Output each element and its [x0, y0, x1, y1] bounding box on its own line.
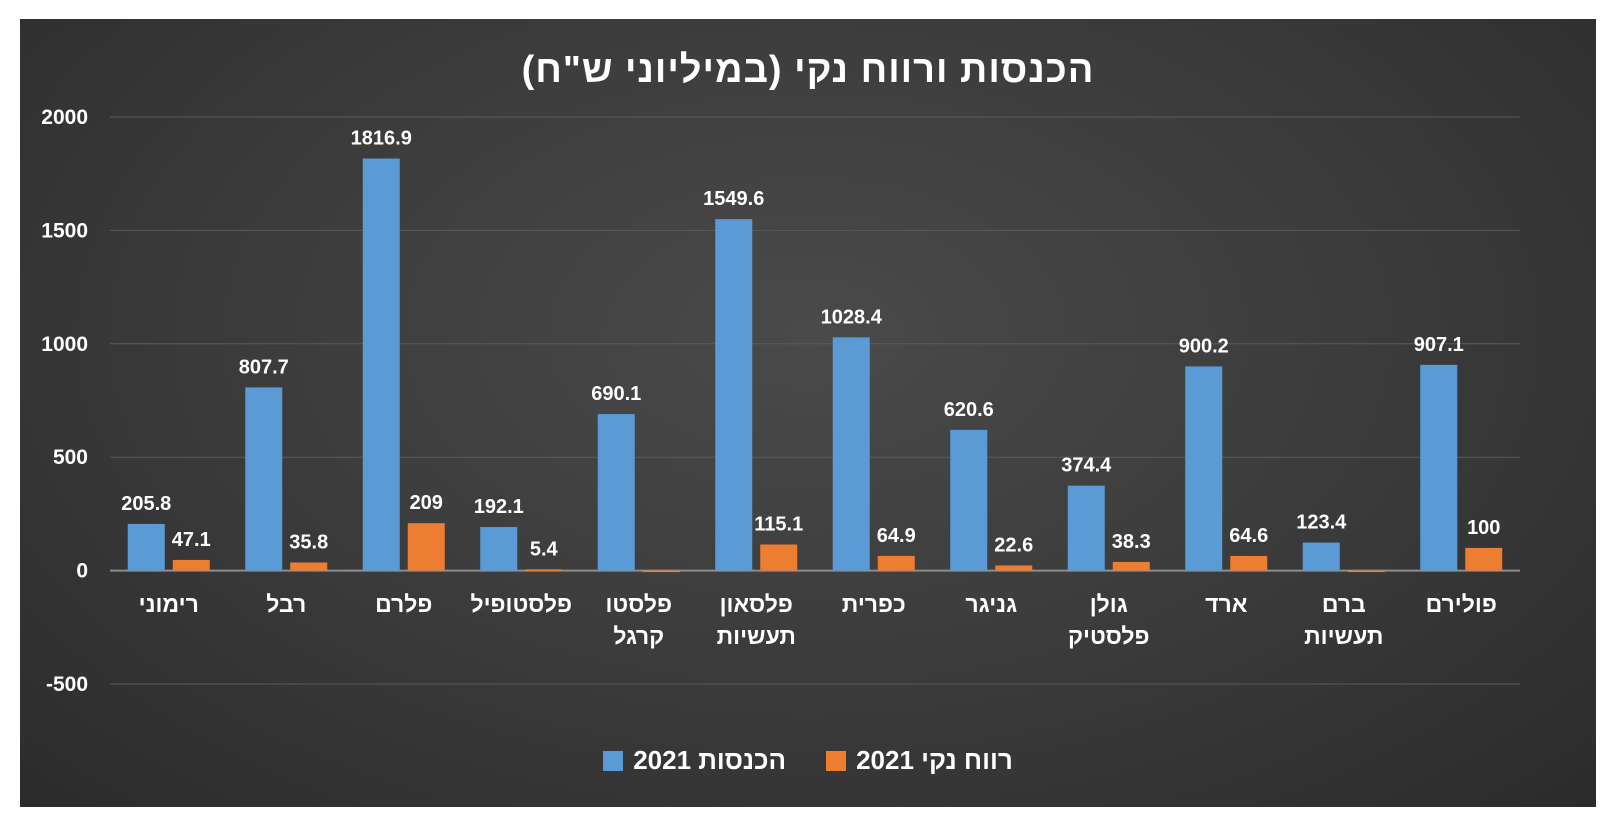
legend-label-series-2: רווח נקי 2021 — [856, 745, 1013, 775]
bar-series-1 — [1067, 485, 1105, 571]
y-tick-label: -500 — [46, 673, 88, 696]
bar-series-2 — [290, 562, 328, 571]
category-label: רימוני — [139, 591, 199, 617]
category-label: פלסאון — [720, 591, 793, 617]
bar-series-1 — [1185, 366, 1223, 571]
data-label: 1549.6 — [703, 188, 764, 210]
legend-item-series-2: רווח נקי 2021 — [826, 745, 1013, 776]
bar-series-1 — [127, 523, 165, 571]
data-label: 64.6 — [1229, 525, 1268, 547]
category-label: קרגל — [613, 623, 664, 649]
legend-label-series-1: הכנסות 2021 — [633, 745, 787, 775]
bar-series-2 — [172, 559, 210, 571]
category-label: רבל — [266, 591, 306, 617]
bar-series-2 — [1230, 555, 1268, 571]
data-label: 907.1 — [1414, 334, 1464, 356]
category-label: ברם — [1322, 591, 1366, 617]
y-tick-label: 1000 — [41, 333, 88, 356]
data-label: 38.3 — [1112, 531, 1151, 553]
bar-series-2 — [1465, 547, 1503, 571]
data-label: 22.6 — [994, 534, 1033, 556]
data-label: 5.4 — [530, 538, 559, 560]
data-label: 1028.4 — [821, 306, 883, 328]
data-label: 100 — [1467, 517, 1500, 539]
category-label: ארד — [1205, 591, 1248, 617]
bar-series-2 — [1347, 570, 1385, 573]
data-label: 690.1 — [591, 383, 641, 405]
bar-series-1 — [1420, 364, 1458, 571]
bar-series-1 — [950, 429, 988, 571]
data-label: 900.2 — [1179, 335, 1229, 357]
data-label: 205.8 — [121, 493, 171, 515]
category-label: פלסטיק — [1068, 623, 1150, 649]
data-label: 64.9 — [877, 525, 916, 547]
category-label: גולן — [1090, 591, 1128, 617]
legend-swatch-series-2 — [826, 750, 847, 771]
data-label: 620.6 — [944, 399, 994, 421]
bar-series-1 — [245, 387, 283, 571]
bar-series-1 — [597, 414, 635, 571]
data-label: 807.7 — [239, 356, 289, 378]
y-tick-label: 0 — [76, 560, 88, 583]
bar-series-1 — [1302, 542, 1340, 571]
legend: הכנסות 2021 רווח נקי 2021 — [20, 745, 1596, 776]
category-label: גניגר — [965, 591, 1017, 617]
chart-title: הכנסות ורווח נקי (במיליוני ש"ח) — [521, 49, 1095, 91]
bar-series-2 — [525, 569, 563, 571]
y-tick-label: 500 — [53, 446, 88, 469]
bar-series-2 — [642, 570, 680, 573]
bar-series-1 — [832, 337, 870, 571]
data-label: 115.1 — [754, 513, 803, 535]
data-label: 123.4 — [1296, 512, 1347, 534]
bar-series-2 — [407, 523, 445, 571]
bar-series-1 — [480, 527, 518, 571]
data-label: 47.1 — [172, 529, 211, 551]
bar-series-2 — [995, 565, 1033, 571]
bar-series-2 — [760, 544, 798, 571]
category-label: פולירם — [1426, 591, 1497, 617]
legend-item-series-1: הכנסות 2021 — [603, 745, 786, 776]
y-tick-label: 1500 — [41, 219, 88, 242]
legend-swatch-series-1 — [603, 750, 624, 771]
category-label: תעשיות — [717, 623, 796, 649]
data-label: 209 — [410, 492, 443, 514]
data-label: 1816.9 — [351, 128, 412, 150]
bar-chart: 2000 1500 1000 500 0 -500 205.847.1 רימוני 807.7… — [41, 106, 1520, 696]
bar-series-2 — [1112, 561, 1150, 571]
data-label: 374.4 — [1061, 455, 1112, 477]
category-label: כפרית — [842, 591, 906, 617]
bar-series-1 — [362, 158, 400, 571]
chart-frame: הכנסות ורווח נקי (במיליוני ש"ח) 2000 1500… — [20, 19, 1596, 807]
category-label: פלסטו — [605, 591, 672, 617]
y-tick-label: 2000 — [41, 106, 88, 129]
bar-series-2 — [877, 555, 915, 571]
data-label: 192.1 — [474, 496, 524, 518]
category-label: פלסטופיל — [470, 591, 572, 617]
data-label: 35.8 — [289, 531, 328, 553]
bar-series-1 — [715, 219, 753, 571]
category-label: פלרם — [375, 591, 432, 617]
category-label: תעשיות — [1304, 623, 1383, 649]
